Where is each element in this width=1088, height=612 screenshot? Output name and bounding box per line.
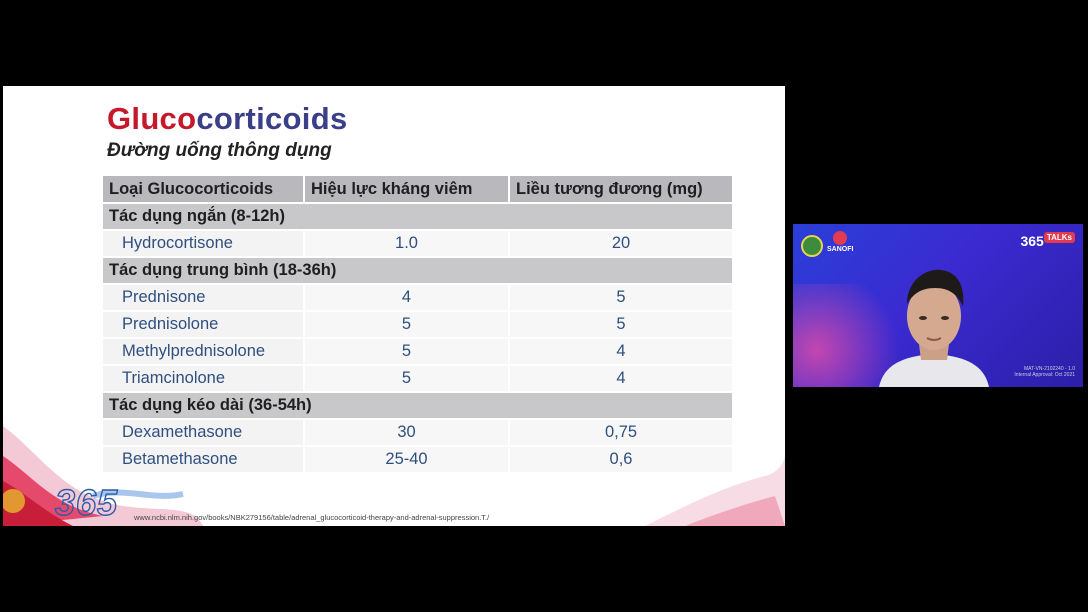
presentation-slide: 365 Glucocorticoids Đường uống thông dụn… xyxy=(3,86,785,526)
dose-value: 5 xyxy=(510,312,732,337)
talks-badge: TALKs xyxy=(1043,232,1075,243)
potency-value: 30 xyxy=(305,420,508,445)
decorative-wave-left xyxy=(3,426,203,526)
potency-value: 1.0 xyxy=(305,231,508,256)
group-row: Tác dụng ngắn (8-12h) xyxy=(103,204,732,229)
table-header-row: Loại Glucocorticoids Hiệu lực kháng viêm… xyxy=(103,176,732,202)
approval-code-line2: Internal Approval: Oct 2021 xyxy=(1014,372,1075,378)
drug-name: Prednisolone xyxy=(103,312,303,337)
webcam-video-tile[interactable]: SANOFI 365 TALKs MAT-VN-2102240 - 1.0 Int… xyxy=(793,224,1083,387)
group-row: Tác dụng kéo dài (36-54h) xyxy=(103,393,732,418)
sponsor-logo: SANOFI xyxy=(827,231,853,253)
group-label: Tác dụng kéo dài (36-54h) xyxy=(103,393,732,418)
slide-title-part2: corticoids xyxy=(196,101,348,136)
drug-name: Triamcinolone xyxy=(103,366,303,391)
dose-value: 20 xyxy=(510,231,732,256)
dose-value: 5 xyxy=(510,285,732,310)
source-url: www.ncbi.nlm.nih.gov/books/NBK279156/tab… xyxy=(134,513,490,522)
dose-value: 0,75 xyxy=(510,420,732,445)
potency-value: 4 xyxy=(305,285,508,310)
drug-name: Methylprednisolone xyxy=(103,339,303,364)
table-row: Prednisolone 5 5 xyxy=(103,312,732,337)
header-potency: Hiệu lực kháng viêm xyxy=(305,176,508,202)
group-label: Tác dụng trung bình (18-36h) xyxy=(103,258,732,283)
slide-subtitle: Đường uống thông dụng xyxy=(107,140,332,161)
drug-name: Prednisone xyxy=(103,285,303,310)
dose-value: 0,6 xyxy=(510,447,732,472)
table-row: Triamcinolone 5 4 xyxy=(103,366,732,391)
sponsor-name: SANOFI xyxy=(827,246,854,253)
sanofi-icon xyxy=(833,231,848,245)
brand-365-logo: 365 xyxy=(54,481,119,523)
approval-code: MAT-VN-2102240 - 1.0 Internal Approval: … xyxy=(1014,366,1075,378)
potency-value: 5 xyxy=(305,312,508,337)
group-row: Tác dụng trung bình (18-36h) xyxy=(103,258,732,283)
talks-number: 365 xyxy=(1020,233,1044,249)
slide-title-part1: Gluco xyxy=(107,101,197,136)
table-row: Betamethasone 25-40 0,6 xyxy=(103,447,732,472)
talks-logo: 365 TALKs xyxy=(1020,232,1075,249)
drug-name: Betamethasone xyxy=(103,447,303,472)
potency-value: 25-40 xyxy=(305,447,508,472)
speaker-avatar xyxy=(879,269,989,387)
table-row: Dexamethasone 30 0,75 xyxy=(103,420,732,445)
potency-value: 5 xyxy=(305,366,508,391)
header-dose: Liều tương đương (mg) xyxy=(510,176,732,202)
dose-value: 4 xyxy=(510,339,732,364)
decorative-wave-right xyxy=(645,456,785,526)
glucocorticoid-table: Loại Glucocorticoids Hiệu lực kháng viêm… xyxy=(101,174,734,474)
slide-title: Glucocorticoids xyxy=(107,101,348,137)
table-row: Prednisone 4 5 xyxy=(103,285,732,310)
potency-value: 5 xyxy=(305,339,508,364)
drug-name: Dexamethasone xyxy=(103,420,303,445)
approval-code-line1: MAT-VN-2102240 - 1.0 xyxy=(1023,366,1075,372)
table-row: Methylprednisolone 5 4 xyxy=(103,339,732,364)
association-emblem-icon xyxy=(801,235,823,257)
header-type: Loại Glucocorticoids xyxy=(103,176,303,202)
group-label: Tác dụng ngắn (8-12h) xyxy=(103,204,732,229)
drug-name: Hydrocortisone xyxy=(103,231,303,256)
dose-value: 4 xyxy=(510,366,732,391)
table-row: Hydrocortisone 1.0 20 xyxy=(103,231,732,256)
